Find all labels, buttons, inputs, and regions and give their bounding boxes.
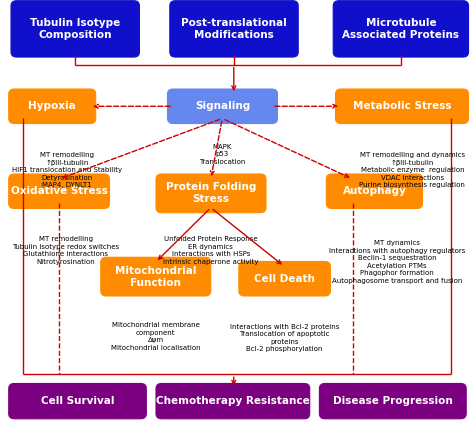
FancyBboxPatch shape xyxy=(239,262,330,296)
FancyBboxPatch shape xyxy=(9,384,146,419)
Text: MT remodelling
Tubulin isotype redox switches
Glutathione interactions
Nitrotyro: MT remodelling Tubulin isotype redox swi… xyxy=(12,236,119,265)
Text: Autophagy: Autophagy xyxy=(343,186,406,196)
Text: MAPK
p53
Translocation: MAPK p53 Translocation xyxy=(199,144,246,165)
FancyBboxPatch shape xyxy=(170,1,298,57)
Text: Microtubule
Associated Proteins: Microtubule Associated Proteins xyxy=(342,18,459,40)
Text: Interactions with Bcl-2 proteins
Translocation of apoptotic
proteins
Bcl-2 phosp: Interactions with Bcl-2 proteins Translo… xyxy=(230,324,339,352)
Text: Mitochondrial
Function: Mitochondrial Function xyxy=(115,265,197,288)
Text: Protein Folding
Stress: Protein Folding Stress xyxy=(166,182,256,204)
FancyBboxPatch shape xyxy=(156,174,266,213)
Text: Hypoxia: Hypoxia xyxy=(28,101,76,111)
FancyBboxPatch shape xyxy=(336,89,468,124)
FancyBboxPatch shape xyxy=(156,384,310,419)
FancyBboxPatch shape xyxy=(9,89,96,124)
FancyBboxPatch shape xyxy=(333,1,468,57)
Text: Signaling: Signaling xyxy=(195,101,250,111)
Text: Oxidative Stress: Oxidative Stress xyxy=(11,186,108,196)
FancyBboxPatch shape xyxy=(319,384,466,419)
FancyBboxPatch shape xyxy=(167,89,277,124)
Text: MT remodelling
↑βIII-tubulin
HIF1 translocation and Stability
Detyrosination
MAP: MT remodelling ↑βIII-tubulin HIF1 transl… xyxy=(12,152,122,188)
Text: Cell Survival: Cell Survival xyxy=(41,396,114,406)
Text: Post-translational
Modifications: Post-translational Modifications xyxy=(181,18,287,40)
FancyBboxPatch shape xyxy=(11,1,139,57)
Text: Disease Progression: Disease Progression xyxy=(333,396,453,406)
FancyBboxPatch shape xyxy=(101,257,211,296)
FancyBboxPatch shape xyxy=(9,174,109,208)
Text: Mitochondrial membrane
component
Δψm
Mitochondrial localisation: Mitochondrial membrane component Δψm Mit… xyxy=(111,322,201,351)
Text: Tubulin Isotype
Composition: Tubulin Isotype Composition xyxy=(30,18,120,40)
FancyBboxPatch shape xyxy=(326,174,422,208)
Text: Unfolded Protein Response
ER dynamics
Interactions with HSPs
Intrinsic chaperone: Unfolded Protein Response ER dynamics In… xyxy=(163,236,258,265)
Text: MT remodelling and dynamics
↑βIII-tubulin
Metabolic enzyme  regulation
VDAC inte: MT remodelling and dynamics ↑βIII-tubuli… xyxy=(359,152,465,188)
Text: Cell Death: Cell Death xyxy=(254,274,315,284)
Text: Chemotherapy Resistance: Chemotherapy Resistance xyxy=(156,396,310,406)
Text: Metabolic Stress: Metabolic Stress xyxy=(353,101,451,111)
Text: MT dynamics
Interactions with autophagy regulators
Beclin-1 sequestration
Acetyl: MT dynamics Interactions with autophagy … xyxy=(329,241,465,284)
